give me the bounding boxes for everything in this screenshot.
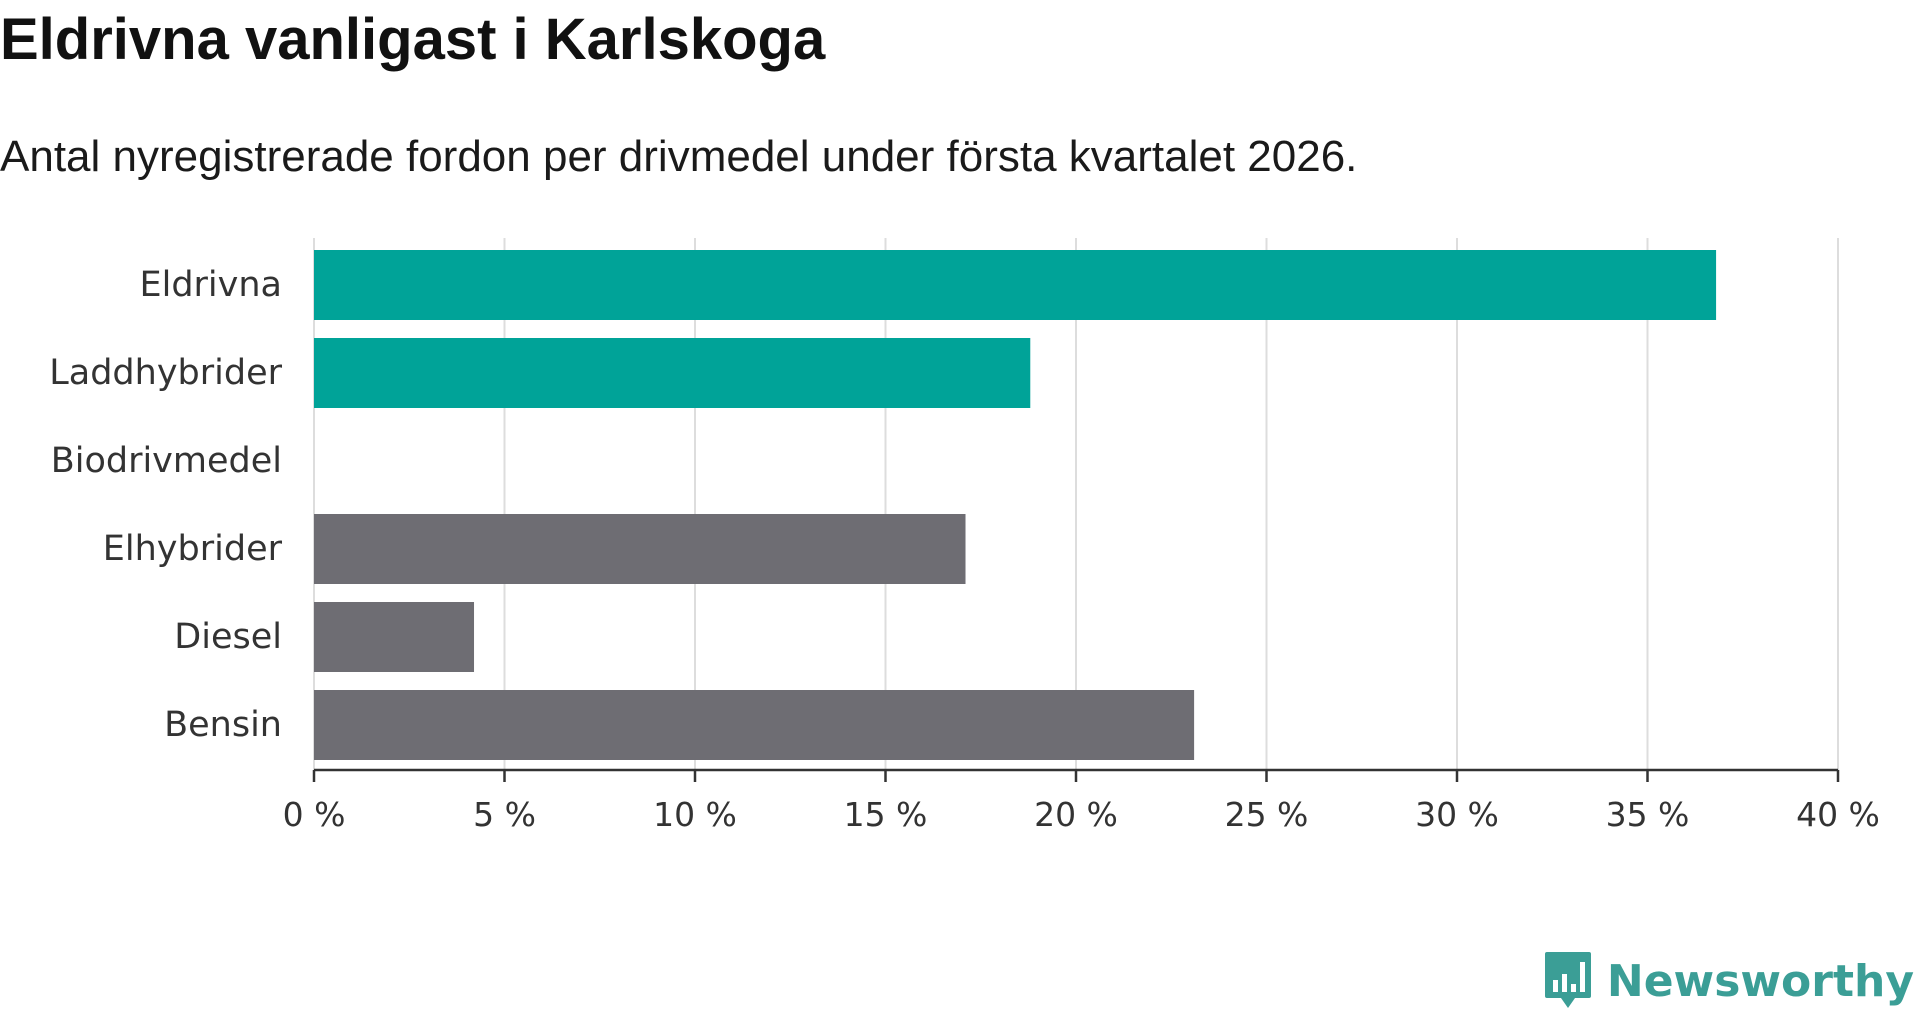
x-tick-label-7: 35 % (1606, 795, 1690, 834)
x-tick-label-2: 10 % (653, 795, 737, 834)
chart-subtitle: Antal nyregistrerade fordon per drivmede… (0, 132, 1358, 181)
x-tick-label-3: 15 % (844, 795, 928, 834)
x-tick-label-8: 40 % (1796, 795, 1880, 834)
chart-title: Eldrivna vanligast i Karlskoga (0, 7, 826, 72)
brand-name: Newsworthy (1606, 955, 1914, 1007)
x-tick-label-5: 25 % (1225, 795, 1309, 834)
brand-logo: Newsworthy (1543, 946, 1914, 1016)
x-tick-label-0: 0 % (283, 795, 346, 834)
bar-chart: Eldrivna Laddhybrider Biodrivmedel Elhybrid… (49, 238, 1880, 834)
gridlines (313, 238, 1839, 770)
category-label-diesel: Diesel (174, 617, 282, 657)
category-label-eldrivna: Eldrivna (139, 265, 282, 305)
bar-diesel (314, 602, 475, 672)
bar-eldrivna (314, 250, 1717, 320)
newsworthy-bar-chart-bubble-icon (1544, 952, 1591, 1008)
bar-laddhybrider (314, 338, 1031, 408)
x-axis: 0 % 5 % 10 % 15 % 20 % 25 % 30 % 35 % 40 % (283, 768, 1880, 834)
x-tick-label-4: 20 % (1034, 795, 1118, 834)
category-label-elhybrider: Elhybrider (103, 529, 283, 569)
bar-bensin (314, 690, 1195, 760)
x-tick-label-1: 5 % (473, 795, 536, 834)
category-label-laddhybrider: Laddhybrider (49, 353, 282, 393)
category-label-biodrivmedel: Biodrivmedel (51, 441, 282, 481)
category-labels: Eldrivna Laddhybrider Biodrivmedel Elhybrid… (49, 265, 282, 745)
category-label-bensin: Bensin (164, 705, 282, 745)
bars (314, 250, 1717, 760)
x-tick-label-6: 30 % (1415, 795, 1499, 834)
bar-elhybrider (314, 514, 966, 584)
